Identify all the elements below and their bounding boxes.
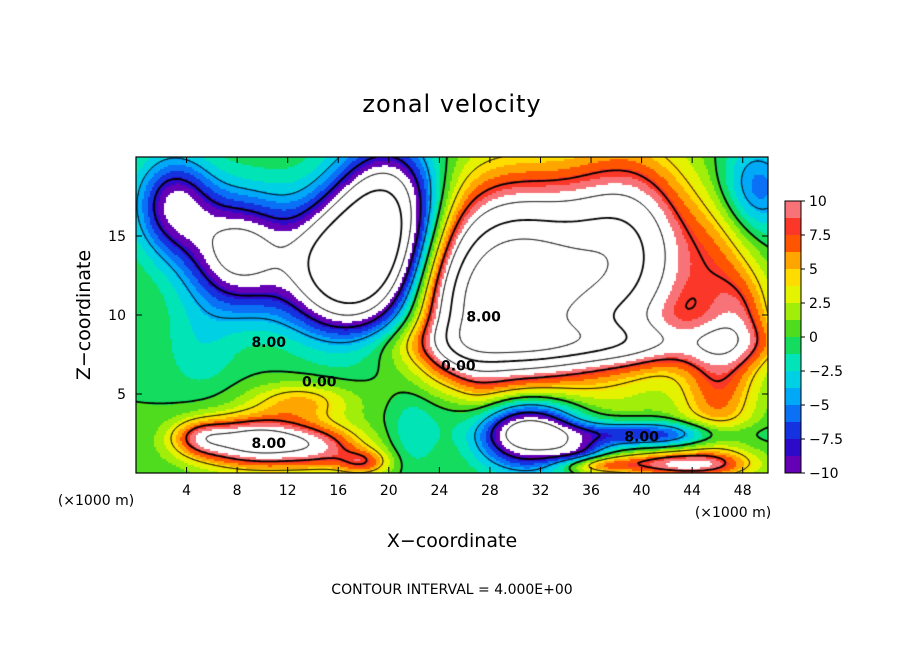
colorbar-tick-label: 10 bbox=[809, 194, 827, 210]
colorbar-band bbox=[785, 218, 801, 236]
contour-label: 0.00 bbox=[302, 374, 337, 390]
colorbar-band bbox=[785, 252, 801, 270]
colorbar-band bbox=[785, 303, 801, 321]
colorbar-band bbox=[785, 439, 801, 457]
colorbar-band bbox=[785, 320, 801, 338]
y-axis: 5 10 15 bbox=[108, 229, 768, 403]
x-tick-label: 48 bbox=[734, 483, 752, 499]
y-tick-label: 15 bbox=[108, 229, 126, 245]
contour-label: 8.00 bbox=[624, 430, 659, 446]
colorbar-tick-label: −5 bbox=[809, 398, 830, 414]
plot-area bbox=[136, 157, 768, 473]
x-tick-label: 20 bbox=[380, 483, 398, 499]
colorbar-band bbox=[785, 337, 801, 355]
x-tick-label: 44 bbox=[683, 483, 701, 499]
x-tick-label: 24 bbox=[430, 483, 448, 499]
colorbar-tick-label: 2.5 bbox=[809, 296, 831, 312]
x-tick-label: 40 bbox=[633, 483, 651, 499]
contour-label: 8.00 bbox=[466, 310, 501, 326]
x-axis-unit-right: (×1000 m) bbox=[695, 505, 771, 521]
colorbar-band bbox=[785, 422, 801, 440]
contour-label: 0.00 bbox=[441, 359, 476, 375]
colorbar-band bbox=[785, 456, 801, 474]
y-tick-label: 5 bbox=[117, 387, 126, 403]
x-tick-label: 28 bbox=[481, 483, 499, 499]
colorbar-tick-label: 5 bbox=[809, 262, 818, 278]
y-axis-label: Z−coordinate bbox=[73, 250, 95, 380]
chart-title: zonal velocity bbox=[362, 90, 541, 118]
colorbar-tick-label: 7.5 bbox=[809, 228, 831, 244]
colorbar-band bbox=[785, 388, 801, 406]
colorbar-band bbox=[785, 354, 801, 372]
x-tick-label: 32 bbox=[532, 483, 550, 499]
colorbar: 10 7.5 5 2.5 0 −2.5 −5 −7.5 −10 bbox=[784, 194, 843, 482]
x-tick-label: 8 bbox=[233, 483, 242, 499]
heatmap-field bbox=[136, 157, 768, 473]
contour-interval-note: CONTOUR INTERVAL = 4.000E+00 bbox=[331, 582, 572, 598]
colorbar-tick-label: −7.5 bbox=[809, 432, 843, 448]
colorbar-band bbox=[785, 405, 801, 423]
x-tick-label: 36 bbox=[582, 483, 600, 499]
colorbar-band bbox=[785, 201, 801, 219]
colorbar-band bbox=[785, 286, 801, 304]
x-tick-label: 12 bbox=[279, 483, 297, 499]
x-axis: 4 8 12 16 20 24 28 32 36 40 44 48 bbox=[182, 157, 752, 499]
colorbar-tick-label: −10 bbox=[809, 466, 839, 482]
colorbar-band bbox=[785, 269, 801, 287]
colorbar-band bbox=[785, 371, 801, 389]
contour-label: 8.00 bbox=[251, 335, 286, 351]
contour-label: 8.00 bbox=[251, 436, 286, 452]
colorbar-tick-label: 0 bbox=[809, 330, 818, 346]
y-tick-label: 10 bbox=[108, 308, 126, 324]
x-tick-label: 4 bbox=[182, 483, 191, 499]
x-axis-label: X−coordinate bbox=[387, 530, 517, 552]
x-axis-unit-left: (×1000 m) bbox=[58, 493, 134, 509]
x-tick-label: 16 bbox=[329, 483, 347, 499]
colorbar-band bbox=[785, 235, 801, 253]
contour-labels: 8.00 8.00 0.00 0.00 8.00 8.00 bbox=[251, 310, 659, 452]
colorbar-tick-label: −2.5 bbox=[809, 364, 843, 380]
